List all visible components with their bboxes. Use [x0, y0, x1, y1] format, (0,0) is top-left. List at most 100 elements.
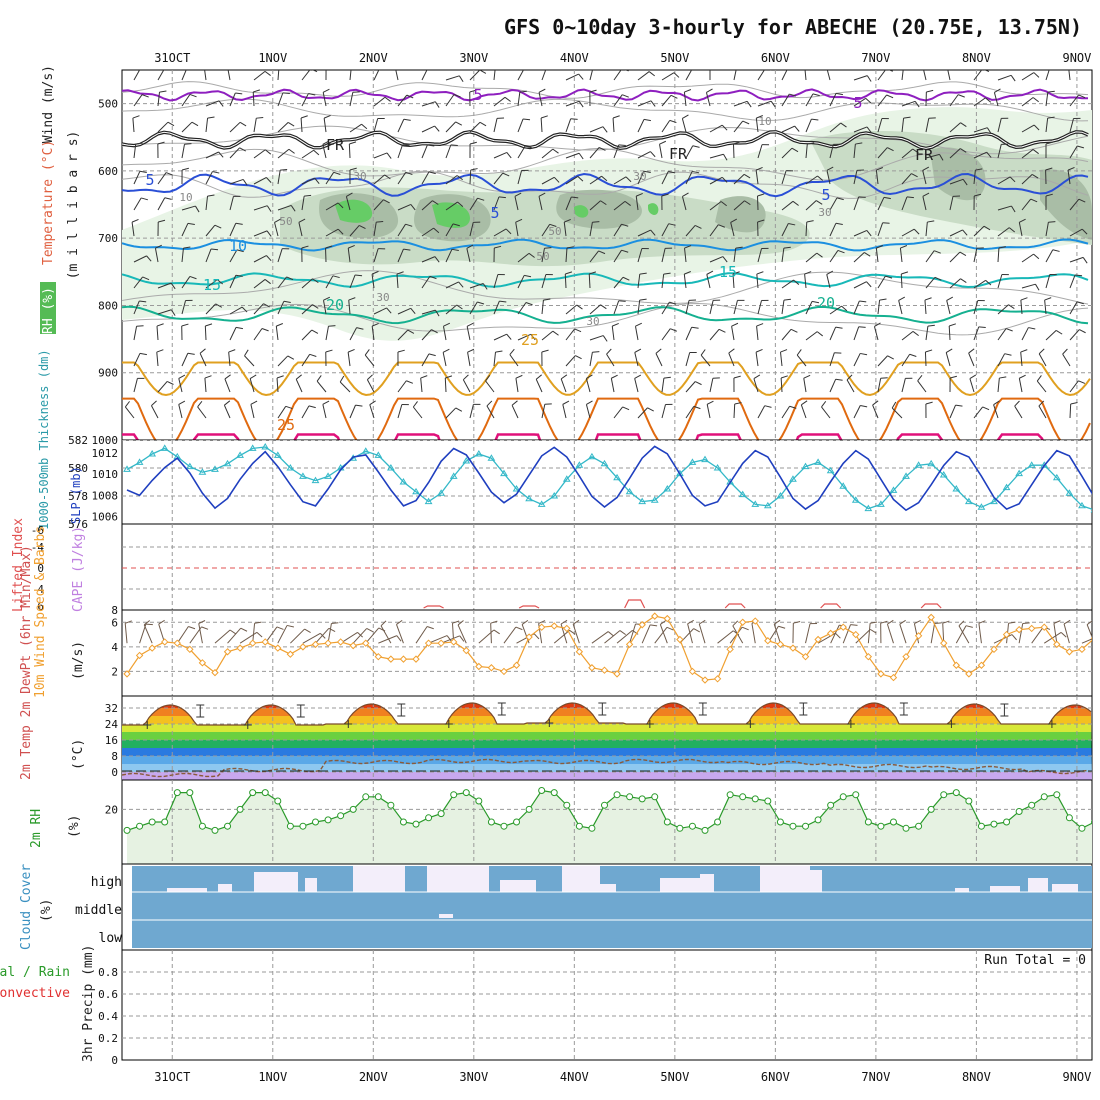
- wind-barb-flag: [756, 271, 764, 275]
- wind-barb: [466, 248, 471, 263]
- wind-barb: [687, 623, 693, 644]
- wind-barb-flag: [789, 405, 797, 409]
- wind-barb: [229, 121, 241, 133]
- wind-barb: [301, 405, 310, 419]
- wind-barb: [277, 301, 285, 315]
- cape-blip: [724, 603, 746, 609]
- thickness-marker: [738, 490, 747, 498]
- rh-marker: [776, 818, 784, 826]
- rh-marker: [839, 793, 847, 801]
- wind-barb: [517, 118, 524, 133]
- wind-barb-flag: [396, 271, 404, 275]
- wind-barb-flag: [883, 196, 891, 200]
- wind-barb: [373, 118, 379, 133]
- wind-barb-flag: [635, 322, 643, 327]
- wind-barb: [150, 405, 159, 419]
- wind-barb-flag: [985, 279, 992, 286]
- wind-barb-flag: [1008, 304, 1015, 309]
- wind-barb: [733, 403, 736, 419]
- wind-barb: [133, 255, 147, 263]
- wind-barb-flag: [917, 374, 923, 382]
- wind-barb-flag: [407, 329, 415, 334]
- wind-speed-marker: [161, 638, 169, 646]
- wind-barb-flag: [274, 218, 281, 223]
- wind-barb: [229, 223, 237, 237]
- thickness-marker: [412, 487, 420, 495]
- wind-barb: [397, 223, 406, 237]
- wind-barb: [205, 196, 209, 211]
- cloud-clear-gap: [305, 878, 317, 892]
- wind-barb-flag: [572, 619, 580, 625]
- wind-speed-marker: [223, 648, 232, 656]
- wind-barb-flag: [1031, 173, 1039, 179]
- wind-barb-flag: [978, 326, 986, 328]
- wind-barb: [1045, 222, 1049, 237]
- wind-barb: [1069, 256, 1084, 263]
- wind-barb-flag: [887, 619, 894, 625]
- wind-barb-flag: [812, 93, 820, 97]
- wind-barb-flag: [357, 632, 363, 638]
- thickness-marker: [713, 464, 722, 471]
- thickness-marker: [387, 464, 395, 471]
- axis-tick-label: 0: [111, 1054, 118, 1067]
- wind-barb: [366, 379, 375, 393]
- wind-barb: [589, 70, 593, 81]
- wind-barb-flag: [998, 246, 1006, 249]
- wind-barb-flag: [811, 118, 819, 121]
- wind-barb-flag: [746, 101, 752, 108]
- wind-barb: [249, 378, 255, 393]
- thickness-marker: [763, 501, 772, 509]
- thickness-marker: [299, 472, 307, 479]
- thickness-marker: [324, 472, 332, 479]
- wind-barb-flag: [700, 349, 706, 356]
- wind-barb: [1036, 380, 1047, 393]
- wind-barb: [295, 379, 303, 393]
- wind-barb: [901, 378, 906, 393]
- wind-barb: [877, 118, 883, 133]
- wind-barb-flag: [960, 278, 967, 283]
- thickness-marker: [223, 459, 232, 467]
- axis-tick-label: 8: [111, 750, 118, 763]
- wind-barb: [466, 326, 471, 341]
- wind-barb: [781, 279, 794, 289]
- wind-barb-flag: [346, 192, 353, 197]
- temp-max-mark: [296, 704, 305, 718]
- wind-barb: [589, 250, 599, 263]
- wind-barb-flag: [1070, 402, 1078, 405]
- wind-barb: [853, 353, 861, 367]
- cloud-clear-gap: [562, 866, 600, 892]
- wind-barb: [685, 326, 693, 341]
- wind-barb: [698, 623, 706, 644]
- wind-barb: [315, 627, 330, 644]
- wind-barb-flag: [694, 224, 702, 229]
- wind-barb: [968, 352, 975, 367]
- wind-barb: [327, 623, 332, 644]
- axis-tick-label: 2: [111, 665, 118, 678]
- wind-barb: [277, 248, 283, 263]
- wind-barb-flag: [313, 149, 320, 156]
- wind-speed-marker: [575, 648, 584, 656]
- wind-barb-flag: [524, 274, 532, 278]
- wind-barb-flag: [490, 620, 498, 624]
- wind-barb-flag: [455, 121, 463, 126]
- wind-barb-flag: [835, 92, 844, 96]
- wind-barb: [958, 625, 970, 644]
- wind-barb: [997, 274, 1003, 289]
- wind-barb-flag: [287, 355, 295, 360]
- wind-barb-flag: [1062, 348, 1068, 355]
- thickness-marker: [877, 500, 885, 507]
- axis-tick-label: 1010: [92, 468, 119, 481]
- wind-barb: [469, 70, 481, 81]
- wind-barb: [244, 355, 255, 367]
- wind-barb: [514, 196, 519, 211]
- rh-2m-panel: 20 2m RH (%): [29, 779, 1093, 865]
- wind-speed-marker: [952, 661, 961, 669]
- day-label-top: 1NOV: [258, 51, 287, 65]
- temperature-contour-label: FR: [326, 136, 345, 154]
- wind-barb-flag: [125, 620, 132, 624]
- wind-barb-flag: [143, 620, 151, 626]
- temp-band: [122, 756, 1092, 764]
- wind-barb-flag: [925, 349, 933, 353]
- wind-barb-flag: [974, 193, 982, 197]
- wind-barb-flag: [280, 168, 288, 171]
